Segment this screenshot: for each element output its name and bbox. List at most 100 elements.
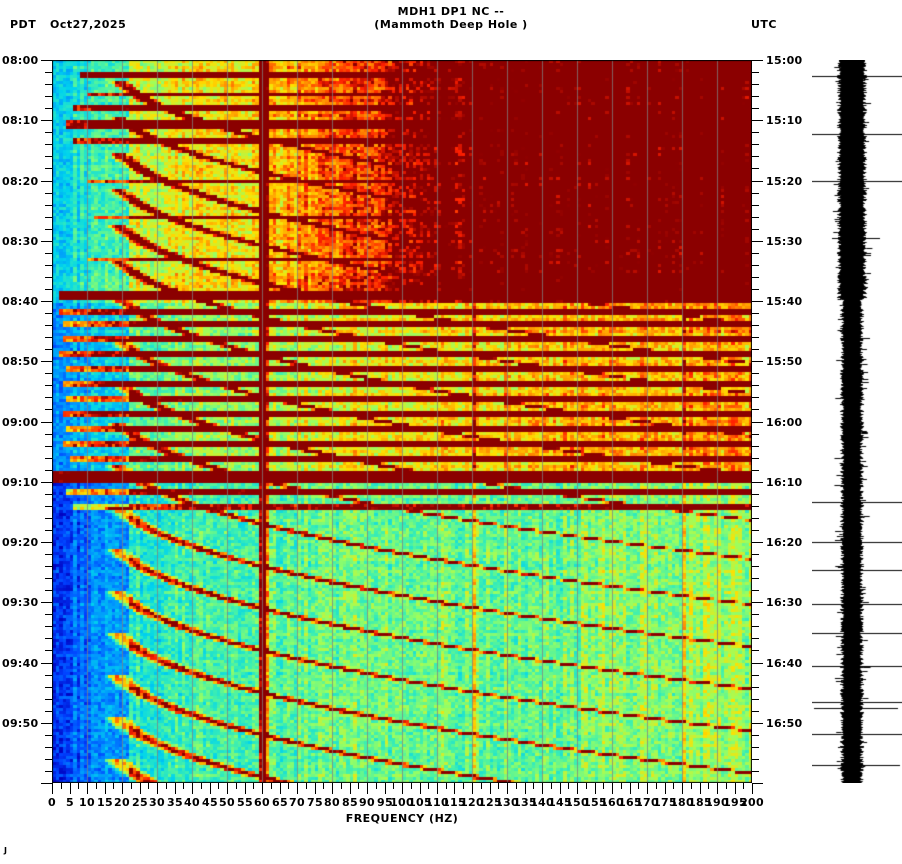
x-axis-major-tick [385, 783, 386, 794]
y-axis-minor-tick-right [752, 771, 759, 772]
y-axis-minor-tick-right [752, 506, 759, 507]
y-axis-major-tick-right [752, 301, 763, 302]
x-axis-label: 160 [600, 796, 624, 809]
x-axis-label: 195 [723, 796, 747, 809]
x-axis-minor-tick [376, 783, 377, 789]
y-axis-label-pdt: 09:10 [2, 476, 39, 489]
x-axis-label: 200 [740, 796, 764, 809]
y-axis-minor-tick-right [752, 156, 759, 157]
y-axis-major-tick-right [752, 241, 763, 242]
y-axis-minor-tick-right [752, 168, 759, 169]
y-axis-minor-tick-left [45, 711, 52, 712]
y-axis-major-tick-left [41, 663, 52, 664]
x-axis-major-tick [542, 783, 543, 794]
y-axis-minor-tick-right [752, 759, 759, 760]
y-axis-major-tick-left [41, 301, 52, 302]
x-axis-major-tick [315, 783, 316, 794]
x-axis-major-tick [420, 783, 421, 794]
y-axis-major-tick-left [41, 181, 52, 182]
x-axis-label: 50 [219, 796, 235, 809]
timezone-label-right: UTC [751, 18, 778, 31]
x-axis-label: 15 [97, 796, 113, 809]
y-axis-minor-tick-right [752, 470, 759, 471]
x-axis-minor-tick [463, 783, 464, 789]
y-axis-minor-tick-left [45, 168, 52, 169]
y-axis-minor-tick-left [45, 506, 52, 507]
x-axis-label: 140 [530, 796, 554, 809]
y-axis-label-pdt: 08:50 [2, 355, 39, 368]
x-axis-label: 105 [408, 796, 432, 809]
y-axis-major-tick-left [41, 542, 52, 543]
y-axis-major-tick-right [752, 361, 763, 362]
y-axis-minor-tick-right [752, 253, 759, 254]
x-axis-major-tick [227, 783, 228, 794]
x-axis-major-tick [612, 783, 613, 794]
y-axis-minor-tick-right [752, 494, 759, 495]
y-axis-minor-tick-left [45, 735, 52, 736]
x-axis-label: 70 [289, 796, 305, 809]
y-axis-minor-tick-right [752, 132, 759, 133]
x-axis-major-tick [560, 783, 561, 794]
y-axis-minor-tick-right [752, 325, 759, 326]
y-axis-label-pdt: 08:20 [2, 175, 39, 188]
y-axis-minor-tick-right [752, 687, 759, 688]
y-axis-label-utc: 15:30 [766, 235, 803, 248]
x-axis-label: 65 [272, 796, 288, 809]
x-axis-minor-tick [166, 783, 167, 789]
x-axis-major-tick [262, 783, 263, 794]
x-axis-minor-tick [323, 783, 324, 789]
y-axis-minor-tick-right [752, 193, 759, 194]
y-axis-minor-tick-left [45, 144, 52, 145]
x-axis-minor-tick [306, 783, 307, 789]
y-axis-minor-tick-right [752, 446, 759, 447]
y-axis-minor-tick-left [45, 530, 52, 531]
x-axis-label: 110 [425, 796, 449, 809]
x-axis-major-tick [402, 783, 403, 794]
x-axis-major-tick [70, 783, 71, 794]
x-axis-major-tick [157, 783, 158, 794]
y-axis-minor-tick-left [45, 156, 52, 157]
y-axis-minor-tick-left [45, 229, 52, 230]
y-axis-major-tick-right [752, 120, 763, 121]
x-axis-title: FREQUENCY (HZ) [345, 812, 459, 825]
y-axis-major-tick-left [41, 783, 52, 784]
x-axis-major-tick [752, 783, 753, 794]
x-axis-label: 135 [513, 796, 537, 809]
y-axis-minor-tick-right [752, 711, 759, 712]
y-axis-label-utc: 16:40 [766, 657, 803, 670]
x-axis-major-tick [647, 783, 648, 794]
x-axis-minor-tick [743, 783, 744, 789]
y-axis-minor-tick-left [45, 313, 52, 314]
y-axis-minor-tick-right [752, 699, 759, 700]
x-axis-major-tick [454, 783, 455, 794]
x-axis-minor-tick [481, 783, 482, 789]
x-axis-label: 130 [495, 796, 519, 809]
x-axis-label: 60 [254, 796, 270, 809]
y-axis-label-pdt: 08:40 [2, 295, 39, 308]
y-axis-minor-tick-left [45, 96, 52, 97]
y-axis-minor-tick-left [45, 470, 52, 471]
y-axis-major-tick-right [752, 783, 763, 784]
x-axis-label: 125 [478, 796, 502, 809]
x-axis-major-tick [735, 783, 736, 794]
x-axis-minor-tick [393, 783, 394, 789]
y-axis-minor-tick-left [45, 277, 52, 278]
x-axis-major-tick [175, 783, 176, 794]
x-axis-minor-tick [113, 783, 114, 789]
x-axis-label: 35 [167, 796, 183, 809]
y-axis-label-pdt: 09:30 [2, 596, 39, 609]
x-axis-minor-tick [78, 783, 79, 789]
date-label: Oct27,2025 [50, 18, 127, 31]
y-axis-minor-tick-right [752, 626, 759, 627]
y-axis-minor-tick-left [45, 397, 52, 398]
spectrogram-plot[interactable] [52, 60, 752, 783]
x-axis-label: 45 [202, 796, 218, 809]
x-axis-minor-tick [183, 783, 184, 789]
x-axis-major-tick [665, 783, 666, 794]
y-axis-label-pdt: 08:00 [2, 54, 39, 67]
y-axis-minor-tick-left [45, 554, 52, 555]
x-axis-label: 5 [66, 796, 74, 809]
x-axis-major-tick [700, 783, 701, 794]
y-axis-minor-tick-left [45, 325, 52, 326]
x-axis-major-tick [490, 783, 491, 794]
